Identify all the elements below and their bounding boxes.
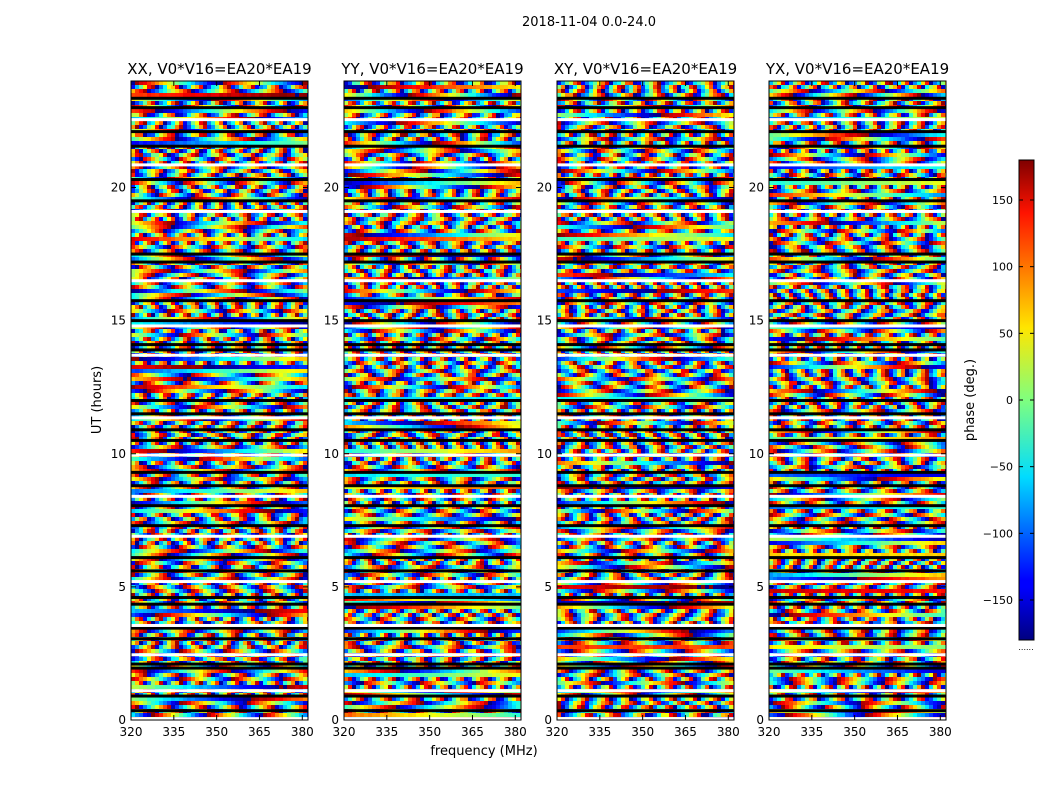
phase-heatmap [769, 81, 946, 720]
y-tick-label: 0 [331, 713, 339, 727]
x-tick-label: 380 [291, 725, 314, 739]
y-tick-label: 10 [537, 447, 552, 461]
colorbar-tick-label: −100 [983, 527, 1013, 540]
y-tick-label: 15 [324, 314, 339, 328]
colorbar-tick-label: −50 [990, 461, 1013, 474]
x-tick-label: 335 [800, 725, 823, 739]
y-tick-label: 20 [537, 181, 552, 195]
panel-title: YY, V0*V16=EA20*EA19 [340, 60, 523, 78]
colorbar-tick-label: 150 [992, 194, 1013, 207]
y-tick-label: 5 [331, 580, 339, 594]
x-tick-label: 320 [758, 725, 781, 739]
y-tick-label: 10 [749, 447, 764, 461]
x-tick-label: 365 [461, 725, 484, 739]
y-tick-label: 0 [544, 713, 552, 727]
colorbar-tick-label: 0 [1006, 394, 1013, 407]
x-tick-label: 350 [205, 725, 228, 739]
x-tick-label: 335 [588, 725, 611, 739]
colorbar: −150 −100 −50 0 50 100 150 [983, 159, 1035, 641]
x-tick-label: 380 [504, 725, 527, 739]
panel-xx: XX, V0*V16=EA20*EA19 320 335 350 365 380 0 5 10 1… [111, 60, 314, 739]
y-tick-label: 0 [756, 713, 764, 727]
x-tick-label: 350 [843, 725, 866, 739]
phase-heatmap [131, 81, 308, 720]
x-tick-label: 335 [162, 725, 185, 739]
panel-yx: YX, V0*V16=EA20*EA19 320 335 350 365 380 0 5 10 1… [749, 60, 952, 739]
colorbar-tick-label: 50 [999, 327, 1013, 340]
x-tick-label: 320 [120, 725, 143, 739]
panels: XX, V0*V16=EA20*EA19 320 335 350 365 380 0 5 10 1… [111, 60, 952, 739]
colorbar-label: phase (deg.) [963, 359, 978, 441]
plot-frame [556, 80, 735, 721]
x-tick-label: 380 [929, 725, 952, 739]
y-tick-label: 15 [749, 314, 764, 328]
phase-heatmap [557, 81, 734, 720]
figure-title: 2018-11-04 0.0-24.0 [522, 15, 656, 30]
x-tick-label: 320 [333, 725, 356, 739]
panel-title: XX, V0*V16=EA20*EA19 [127, 60, 311, 78]
y-tick-label: 5 [756, 580, 764, 594]
x-tick-label: 380 [717, 725, 740, 739]
y-tick-label: 10 [324, 447, 339, 461]
colorbar-tick-label: −150 [983, 594, 1013, 607]
y-axis-label: UT (hours) [90, 366, 105, 434]
x-tick-label: 365 [674, 725, 697, 739]
y-tick-label: 20 [749, 181, 764, 195]
y-tick-label: 5 [118, 580, 126, 594]
y-tick-label: 20 [324, 181, 339, 195]
x-axis-label: frequency (MHz) [430, 744, 537, 759]
y-tick-label: 15 [111, 314, 126, 328]
panel-yy: YY, V0*V16=EA20*EA19 320 335 350 365 380 0 5 10 1… [324, 60, 527, 739]
plot-frame [130, 80, 309, 721]
plot-frame [768, 80, 947, 721]
panel-title: XY, V0*V16=EA20*EA19 [554, 60, 737, 78]
x-tick-label: 365 [248, 725, 271, 739]
x-tick-label: 365 [886, 725, 909, 739]
y-tick-label: 5 [544, 580, 552, 594]
x-tick-label: 320 [546, 725, 569, 739]
colorbar-tick-label: 100 [992, 261, 1013, 274]
x-tick-label: 350 [631, 725, 654, 739]
x-tick-label: 335 [375, 725, 398, 739]
panel-title: YX, V0*V16=EA20*EA19 [765, 60, 949, 78]
y-tick-label: 0 [118, 713, 126, 727]
panel-xy: XY, V0*V16=EA20*EA19 320 335 350 365 380 0 5 10 1… [537, 60, 740, 739]
y-tick-label: 20 [111, 181, 126, 195]
x-tick-label: 350 [418, 725, 441, 739]
y-tick-label: 10 [111, 447, 126, 461]
colorbar-footnote: ...... [1018, 643, 1033, 652]
plot-frame [343, 80, 522, 721]
phase-heatmap [344, 81, 521, 720]
y-tick-label: 15 [537, 314, 552, 328]
